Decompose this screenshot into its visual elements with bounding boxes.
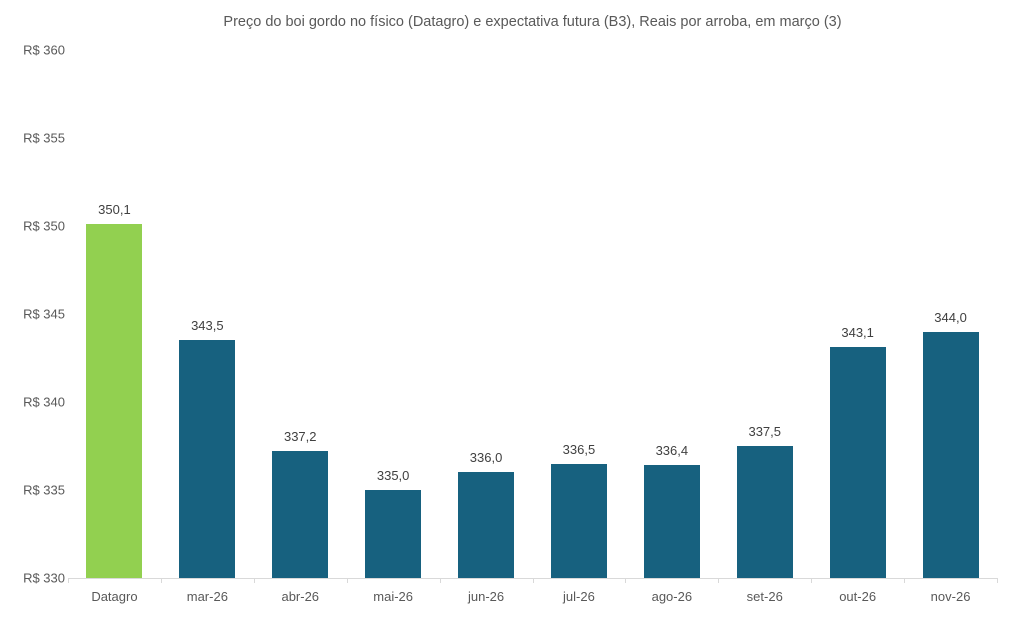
bar-nov-26 xyxy=(922,331,979,578)
x-axis-tick-mark xyxy=(439,578,441,583)
bar-set-26 xyxy=(736,446,793,578)
x-axis-category-label: abr-26 xyxy=(281,589,320,604)
x-axis-tick-mark xyxy=(625,578,627,583)
x-axis-tick-mark xyxy=(811,578,813,583)
bar-jul-26 xyxy=(550,463,607,578)
bar-jun-26 xyxy=(458,472,515,578)
x-axis-tick-mark xyxy=(160,578,162,583)
bar-value-label: 337,2 xyxy=(283,429,317,445)
x-axis-category-label: jul-26 xyxy=(563,589,595,604)
bar-value-label: 343,5 xyxy=(191,318,224,334)
x-axis-category-label: set-26 xyxy=(746,589,783,604)
bar-abr-26 xyxy=(272,451,329,578)
chart-title: Preço do boi gordo no físico (Datagro) e… xyxy=(223,14,842,30)
bar-value-label: 336,4 xyxy=(655,443,689,459)
bar-value-label: 350,1 xyxy=(98,202,131,218)
x-axis-category-label: nov-26 xyxy=(930,589,971,604)
x-axis-tick-mark xyxy=(997,578,998,583)
bar-value-label: 335,0 xyxy=(376,468,410,483)
bar-ago-26 xyxy=(643,465,700,578)
bar-value-label: 336,5 xyxy=(562,441,596,457)
x-axis-tick-mark xyxy=(718,578,720,583)
bar-mar-26 xyxy=(179,340,236,578)
bar-mai-26 xyxy=(365,490,422,578)
x-axis-category-label: mai-26 xyxy=(373,589,414,604)
y-axis-tick-label: R$ 340 xyxy=(23,394,65,410)
y-axis-tick-label: R$ 350 xyxy=(23,218,65,234)
y-axis-tick-label: R$ 335 xyxy=(23,482,65,498)
bar-value-label: 344,0 xyxy=(934,309,967,325)
bar-datagro xyxy=(86,224,143,578)
bar-value-label: 343,1 xyxy=(841,325,874,341)
x-axis-tick-mark xyxy=(346,578,348,583)
x-axis-tick-mark xyxy=(253,578,255,583)
x-axis-tick-mark xyxy=(68,578,69,583)
y-axis-tick-label: R$ 345 xyxy=(23,306,65,322)
bar-value-label: 337,5 xyxy=(748,424,782,439)
y-axis-tick-label: R$ 355 xyxy=(23,130,65,146)
x-axis-category-label: mar-26 xyxy=(186,589,228,604)
bar-value-label: 336,0 xyxy=(469,450,503,466)
x-axis-tick-mark xyxy=(532,578,534,583)
bar-out-26 xyxy=(829,347,886,578)
x-axis-category-label: Datagro xyxy=(91,589,138,604)
y-axis-tick-label: R$ 360 xyxy=(23,42,65,58)
x-axis-category-label: out-26 xyxy=(839,589,877,604)
x-axis-category-label: ago-26 xyxy=(651,589,693,604)
y-axis-tick-label: R$ 330 xyxy=(23,570,65,586)
x-axis-tick-mark xyxy=(904,578,906,583)
x-axis-category-label: jun-26 xyxy=(467,589,505,604)
